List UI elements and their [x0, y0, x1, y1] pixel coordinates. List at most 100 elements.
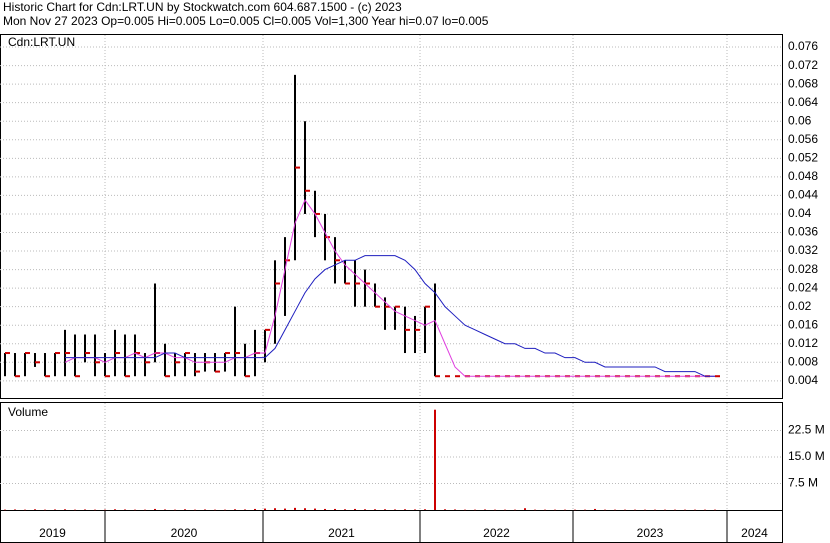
y-tick-label: 15.0 M — [788, 449, 825, 463]
x-tick-label: 2024 — [741, 526, 768, 540]
volume-bar — [504, 509, 506, 511]
y-tick-label: 0.044 — [788, 188, 818, 202]
volume-bar — [244, 509, 246, 510]
volume-bar — [564, 509, 566, 511]
volume-bar — [114, 509, 116, 510]
y-tick-label: 22.5 M — [788, 423, 825, 437]
volume-bar — [514, 509, 516, 511]
volume-bar — [574, 509, 576, 511]
volume-bar — [134, 509, 136, 511]
volume-bar — [384, 509, 386, 510]
volume-bar — [184, 509, 186, 510]
volume-bar — [174, 509, 176, 511]
volume-bar — [84, 509, 86, 510]
price-frame — [0, 34, 783, 399]
volume-bar — [394, 509, 396, 510]
y-tick-label: 0.04 — [788, 206, 812, 220]
y-tick-label: 0.024 — [788, 280, 818, 294]
y-tick-label: 0.048 — [788, 169, 818, 183]
volume-bar — [294, 507, 296, 510]
volume-bar — [474, 509, 476, 511]
volume-bar — [604, 509, 606, 511]
y-tick-label: 0.016 — [788, 317, 818, 331]
volume-bar — [354, 508, 356, 510]
volume-bar — [64, 509, 66, 510]
y-tick-label: 0.072 — [788, 58, 818, 72]
volume-bar — [464, 509, 466, 511]
volume-bar — [584, 509, 586, 511]
y-tick-label: 7.5 M — [788, 476, 818, 490]
volume-bar — [484, 509, 486, 510]
volume-bar — [44, 509, 46, 511]
volume-bar — [714, 509, 716, 511]
volume-bar — [404, 509, 406, 510]
y-tick-label: 0.064 — [788, 95, 818, 109]
volume-bar — [274, 508, 276, 510]
volume-bar — [74, 509, 76, 511]
volume-bar — [334, 508, 336, 510]
y-tick-label: 0.028 — [788, 262, 818, 276]
volume-bar — [674, 509, 676, 511]
x-tick-label: 2023 — [637, 526, 664, 540]
volume-bar — [344, 509, 346, 510]
volume-bar — [314, 508, 316, 510]
volume-bar — [554, 509, 556, 511]
moving-average — [65, 255, 715, 377]
volume-bar — [544, 509, 546, 511]
volume-bar — [664, 509, 666, 511]
y-tick-label: 0.008 — [788, 354, 818, 368]
volume-bar — [304, 508, 306, 510]
volume-bar — [24, 509, 26, 511]
y-tick-label: 0.012 — [788, 336, 818, 350]
volume-bar — [254, 508, 256, 510]
y-tick-label: 0.052 — [788, 150, 818, 164]
y-tick-label: 0.06 — [788, 113, 812, 127]
volume-bar — [454, 509, 456, 510]
volume-bar — [284, 508, 286, 510]
volume-bar — [94, 509, 96, 511]
y-tick-label: 0.032 — [788, 243, 818, 257]
volume-bar — [634, 509, 636, 511]
volume-bar — [164, 509, 166, 510]
volume-bar — [614, 509, 616, 511]
volume-bar — [364, 509, 366, 510]
x-tick-label: 2021 — [328, 526, 355, 540]
volume-bar — [534, 509, 536, 511]
volume-bar — [624, 509, 626, 511]
volume-bar — [694, 509, 696, 511]
volume-bar — [264, 508, 266, 510]
volume-panel-label: Volume — [8, 405, 48, 419]
volume-bar — [14, 509, 16, 510]
volume-bar — [414, 509, 416, 510]
volume-bar — [704, 509, 706, 511]
price-panel-label: Cdn:LRT.UN — [8, 35, 75, 49]
volume-bar — [444, 509, 446, 510]
volume-bar — [654, 509, 656, 511]
volume-bar — [4, 509, 6, 511]
volume-bar — [214, 509, 216, 511]
volume-bar — [54, 509, 56, 510]
volume-bar — [224, 509, 226, 511]
volume-bar — [434, 409, 436, 510]
volume-bar — [424, 509, 426, 510]
volume-bar — [494, 509, 496, 511]
volume-bar — [524, 508, 526, 510]
volume-bar — [684, 509, 686, 511]
x-tick-label: 2022 — [483, 526, 510, 540]
x-tick-label: 2019 — [39, 526, 66, 540]
volume-bar — [124, 509, 126, 510]
volume-frame — [0, 402, 783, 511]
volume-bar — [194, 509, 196, 511]
header-quote: Mon Nov 27 2023 Op=0.005 Hi=0.005 Lo=0.0… — [3, 14, 489, 28]
y-tick-label: 0.004 — [788, 373, 818, 387]
header-title: Historic Chart for Cdn:LRT.UN by Stockwa… — [3, 0, 402, 14]
volume-bar — [144, 509, 146, 511]
volume-bar — [34, 509, 36, 510]
volume-bar — [644, 509, 646, 511]
volume-bar — [324, 508, 326, 510]
y-tick-label: 0.02 — [788, 299, 812, 313]
volume-bar — [104, 509, 106, 511]
year-band — [0, 510, 783, 543]
y-tick-label: 0.076 — [788, 39, 818, 53]
volume-bar — [374, 509, 376, 510]
